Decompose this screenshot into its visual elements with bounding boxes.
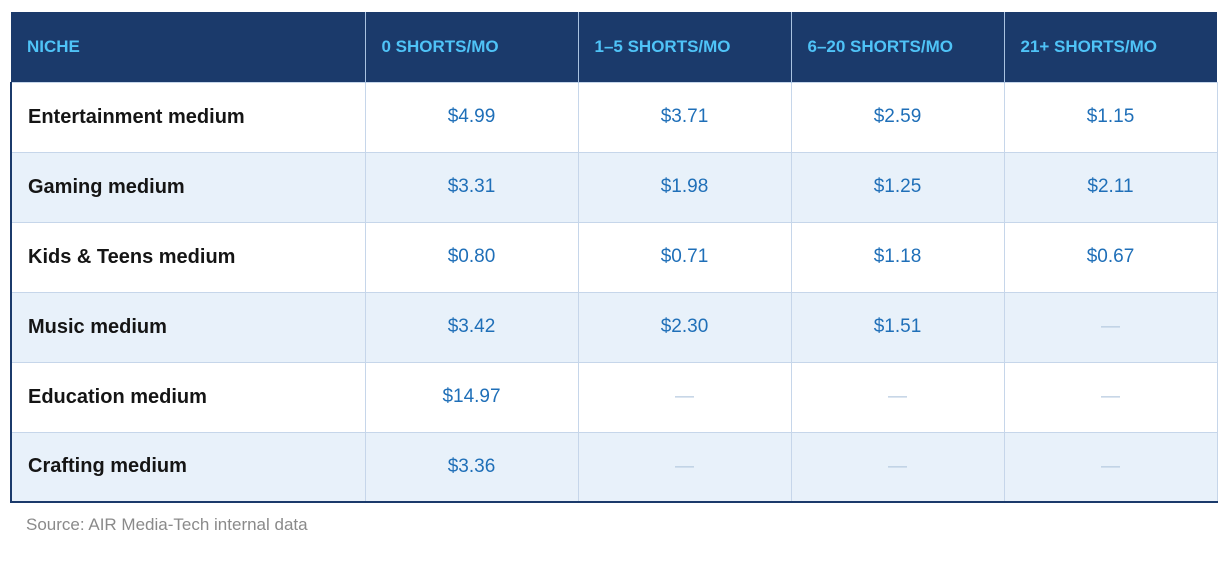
value-cell: $0.67 xyxy=(1003,221,1218,292)
niche-cell: Music medium xyxy=(10,291,365,362)
cpm-table-container: NICHE 0 SHORTS/MO 1–5 SHORTS/MO 6–20 SHO… xyxy=(10,12,1218,503)
table-row: Crafting medium $3.36 — — — xyxy=(10,431,1218,503)
value-cell: $14.97 xyxy=(364,361,578,432)
empty-value-cell: — xyxy=(1003,291,1218,362)
value-cell: $4.99 xyxy=(364,81,578,152)
cpm-table: NICHE 0 SHORTS/MO 1–5 SHORTS/MO 6–20 SHO… xyxy=(10,12,1218,503)
table-row: Kids & Teens medium $0.80 $0.71 $1.18 $0… xyxy=(10,221,1218,292)
value-cell: $1.98 xyxy=(577,151,791,222)
value-cell: $3.42 xyxy=(364,291,578,362)
table-body: Entertainment medium $4.99 $3.71 $2.59 $… xyxy=(10,81,1218,503)
value-cell: $3.31 xyxy=(364,151,578,222)
empty-value-cell: — xyxy=(790,361,1004,432)
value-cell: $1.18 xyxy=(790,221,1004,292)
value-cell: $1.15 xyxy=(1003,81,1218,152)
empty-value-cell: — xyxy=(577,361,791,432)
value-cell: $3.71 xyxy=(577,81,791,152)
table-row: Education medium $14.97 — — — xyxy=(10,361,1218,432)
empty-value-cell: — xyxy=(577,431,791,503)
column-header-1-5-shorts: 1–5 SHORTS/MO xyxy=(577,12,791,82)
table-row: Gaming medium $3.31 $1.98 $1.25 $2.11 xyxy=(10,151,1218,222)
niche-cell: Entertainment medium xyxy=(10,81,365,152)
niche-cell: Crafting medium xyxy=(10,431,365,503)
empty-value-cell: — xyxy=(1003,361,1218,432)
empty-value-cell: — xyxy=(790,431,1004,503)
niche-cell: Gaming medium xyxy=(10,151,365,222)
table-row: Entertainment medium $4.99 $3.71 $2.59 $… xyxy=(10,81,1218,152)
header-row: NICHE 0 SHORTS/MO 1–5 SHORTS/MO 6–20 SHO… xyxy=(11,12,1217,82)
column-header-6-20-shorts: 6–20 SHORTS/MO xyxy=(790,12,1004,82)
column-header-0-shorts: 0 SHORTS/MO xyxy=(364,12,578,82)
value-cell: $1.51 xyxy=(790,291,1004,362)
value-cell: $0.71 xyxy=(577,221,791,292)
column-header-21-plus-shorts: 21+ SHORTS/MO xyxy=(1003,12,1217,82)
table-header: NICHE 0 SHORTS/MO 1–5 SHORTS/MO 6–20 SHO… xyxy=(11,12,1217,82)
value-cell: $2.30 xyxy=(577,291,791,362)
empty-value-cell: — xyxy=(1003,431,1218,503)
niche-cell: Kids & Teens medium xyxy=(10,221,365,292)
value-cell: $2.11 xyxy=(1003,151,1218,222)
niche-cell: Education medium xyxy=(10,361,365,432)
source-note: Source: AIR Media-Tech internal data xyxy=(26,515,308,534)
column-header-niche: NICHE xyxy=(11,12,365,82)
value-cell: $0.80 xyxy=(364,221,578,292)
value-cell: $1.25 xyxy=(790,151,1004,222)
value-cell: $2.59 xyxy=(790,81,1004,152)
value-cell: $3.36 xyxy=(364,431,578,503)
table-row: Music medium $3.42 $2.30 $1.51 — xyxy=(10,291,1218,362)
